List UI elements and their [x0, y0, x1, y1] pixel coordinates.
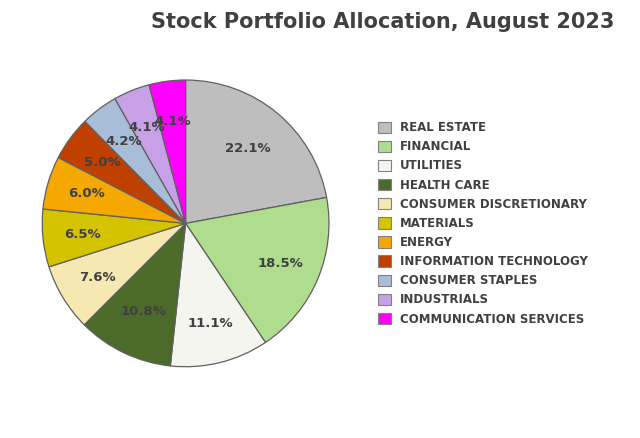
Wedge shape	[58, 121, 186, 223]
Wedge shape	[85, 99, 186, 223]
Text: 6.0%: 6.0%	[68, 187, 105, 201]
Text: 10.8%: 10.8%	[120, 305, 166, 318]
Wedge shape	[186, 198, 329, 343]
Wedge shape	[42, 209, 186, 267]
Wedge shape	[186, 80, 326, 223]
Wedge shape	[43, 158, 186, 223]
Text: 6.5%: 6.5%	[65, 228, 101, 240]
Wedge shape	[115, 85, 186, 223]
Text: 18.5%: 18.5%	[258, 257, 303, 270]
Text: 7.6%: 7.6%	[79, 271, 116, 283]
Text: 4.1%: 4.1%	[129, 121, 165, 134]
Wedge shape	[149, 80, 186, 223]
Text: 4.2%: 4.2%	[105, 134, 141, 148]
Text: 11.1%: 11.1%	[188, 317, 233, 330]
Wedge shape	[49, 223, 186, 325]
Title: Stock Portfolio Allocation, August 2023: Stock Portfolio Allocation, August 2023	[151, 11, 614, 32]
Wedge shape	[84, 223, 186, 366]
Text: 4.1%: 4.1%	[154, 114, 191, 127]
Wedge shape	[170, 223, 266, 367]
Legend: REAL ESTATE, FINANCIAL, UTILITIES, HEALTH CARE, CONSUMER DISCRETIONARY, MATERIAL: REAL ESTATE, FINANCIAL, UTILITIES, HEALT…	[378, 121, 588, 325]
Text: 5.0%: 5.0%	[84, 155, 121, 169]
Text: 22.1%: 22.1%	[225, 142, 271, 155]
